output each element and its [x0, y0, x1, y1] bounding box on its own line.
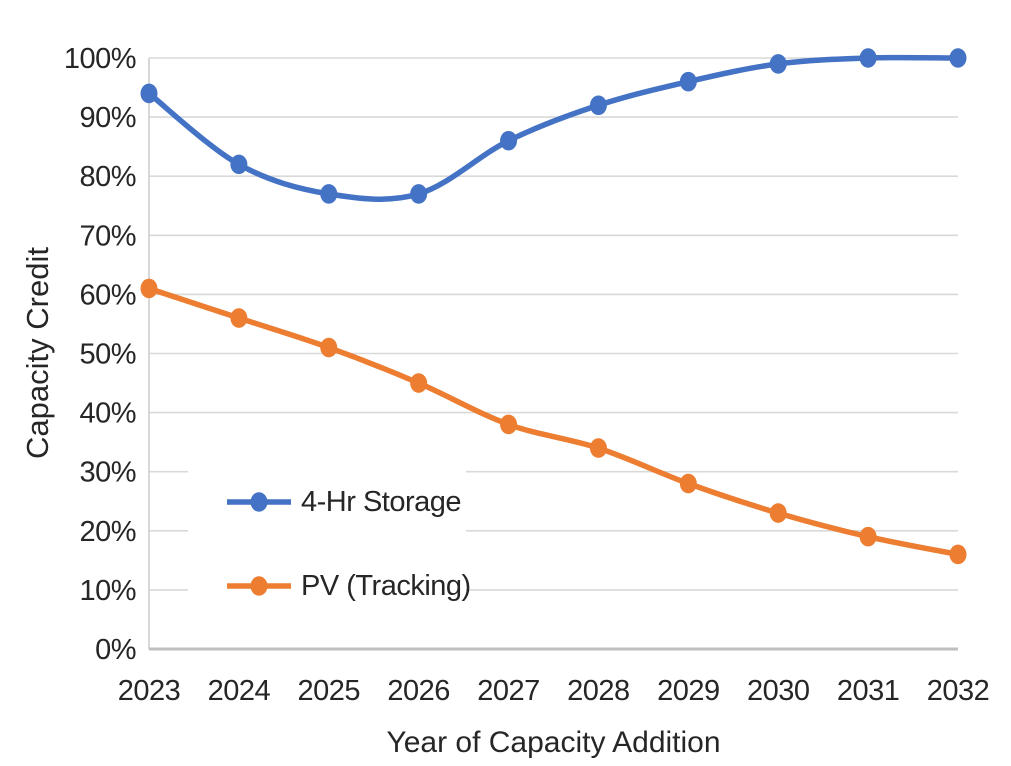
series-line-pv-tracking — [146, 285, 961, 558]
y-axis-title: Capacity Credit — [20, 247, 55, 459]
data-point-marker-pv-tracking — [859, 526, 877, 547]
x-tick-label: 2026 — [387, 675, 450, 707]
data-point-marker-4-hr-storage — [589, 95, 607, 116]
data-point-marker-4-hr-storage — [410, 184, 428, 204]
x-axis-title: Year of Capacity Addition — [386, 726, 721, 759]
data-point-marker-pv-tracking — [410, 373, 428, 393]
legend-label: 4-Hr Storage — [301, 485, 462, 518]
y-tick-label: 20% — [79, 516, 136, 548]
data-point-marker-4-hr-storage — [679, 71, 697, 92]
data-point-marker-4-hr-storage — [859, 48, 877, 68]
legend-marker-dot — [250, 576, 268, 596]
y-tick-label: 40% — [79, 398, 136, 430]
y-tick-label: 30% — [79, 457, 136, 489]
x-tick-label: 2031 — [837, 675, 900, 707]
data-point-marker-pv-tracking — [949, 544, 967, 565]
data-point-marker-4-hr-storage — [769, 54, 787, 74]
series-line-4-hr-storage — [146, 54, 961, 202]
data-point-marker-pv-tracking — [320, 337, 338, 358]
x-tick-label: 2032 — [927, 675, 990, 707]
y-tick-label: 10% — [79, 575, 136, 607]
x-tick-label: 2025 — [298, 675, 361, 707]
x-tick-label: 2024 — [208, 675, 271, 707]
data-point-marker-pv-tracking — [230, 308, 248, 328]
y-tick-label: 0% — [95, 634, 136, 666]
data-point-marker-4-hr-storage — [949, 48, 967, 68]
data-point-marker-4-hr-storage — [320, 184, 338, 204]
y-tick-label: 90% — [79, 102, 136, 134]
data-point-marker-pv-tracking — [140, 278, 158, 299]
y-tick-label: 80% — [79, 161, 136, 193]
legend: 4-Hr Storage PV (Tracking) — [188, 452, 471, 610]
x-tick-label: 2023 — [118, 675, 181, 707]
legend-label: PV (Tracking) — [301, 569, 471, 602]
x-tick-label: 2029 — [657, 675, 720, 707]
data-point-marker-4-hr-storage — [140, 83, 158, 104]
line-marker-icon — [227, 492, 291, 512]
x-tick-label: 2027 — [477, 675, 540, 707]
data-point-marker-4-hr-storage — [230, 154, 248, 175]
line-marker-icon — [227, 576, 291, 596]
x-tick-label: 2030 — [747, 675, 810, 707]
data-point-marker-pv-tracking — [589, 438, 607, 458]
data-point-marker-4-hr-storage — [500, 130, 518, 151]
legend-marker-dot — [250, 492, 268, 512]
data-point-marker-pv-tracking — [500, 414, 518, 435]
legend-item-pv-tracking: PV (Tracking) — [226, 564, 471, 608]
x-tick-label: 2028 — [567, 675, 630, 707]
legend-item-4hr-storage: 4-Hr Storage — [226, 480, 462, 524]
y-tick-label: 100% — [64, 43, 136, 75]
data-point-marker-pv-tracking — [769, 503, 787, 523]
y-tick-label: 60% — [79, 279, 136, 311]
data-point-marker-pv-tracking — [679, 473, 697, 494]
y-tick-label: 50% — [79, 339, 136, 371]
y-tick-label: 70% — [79, 220, 136, 252]
